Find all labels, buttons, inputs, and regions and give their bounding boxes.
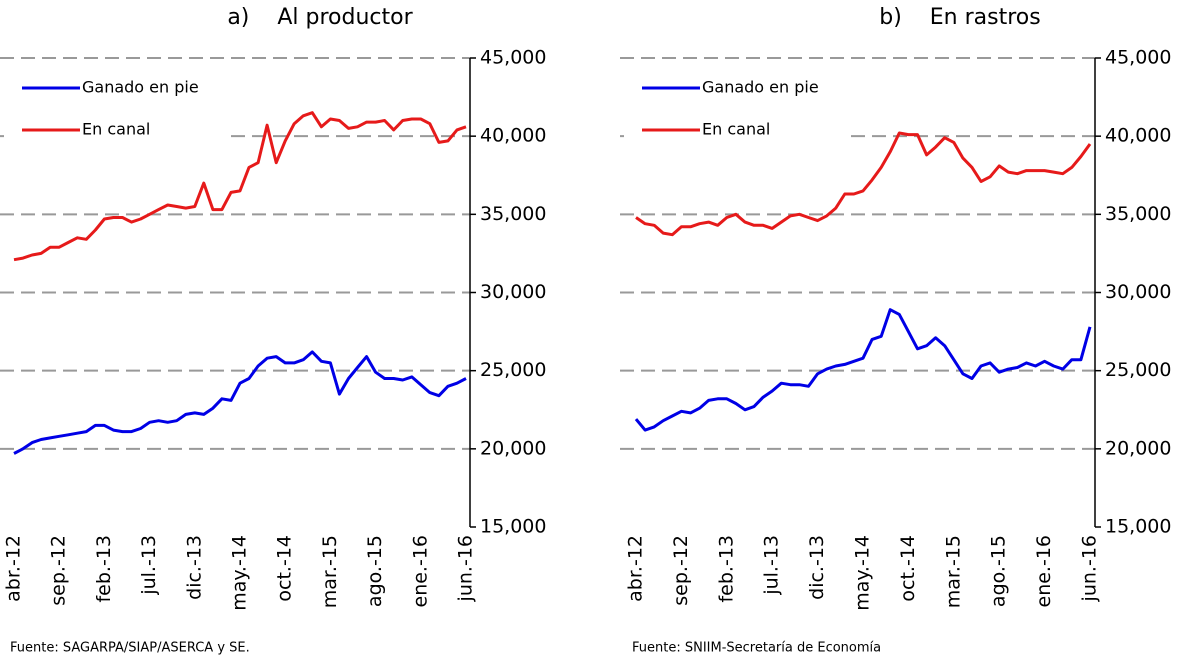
chart-title: a) Al productor	[227, 5, 413, 30]
y-tick-label: 25,000	[480, 359, 546, 381]
legend-label: En canal	[702, 120, 770, 139]
y-tick-label: 30,000	[1105, 281, 1171, 303]
y-tick-label: 45,000	[480, 47, 546, 69]
y-tick-label: 20,000	[1105, 437, 1171, 459]
y-tick-label: 15,000	[480, 516, 546, 538]
source-note: Fuente: SNIIM-Secretaría de Economía	[632, 641, 881, 656]
data-line	[13, 111, 467, 262]
legend-label: En canal	[82, 120, 150, 139]
data-line	[13, 350, 467, 455]
x-tick-label: mar.-15	[319, 535, 341, 608]
legend-box	[624, 68, 844, 148]
x-tick-label: ene.-16	[409, 535, 431, 608]
x-tick-label: ago.-15	[364, 535, 386, 607]
y-tick-label: 20,000	[480, 437, 546, 459]
x-tick-label: may.-14	[229, 535, 251, 611]
x-tick-label: may.-14	[852, 535, 874, 611]
y-tick-label: 15,000	[1105, 516, 1171, 538]
x-tick-label: dic.-13	[183, 535, 205, 600]
y-tick-label: 25,000	[1105, 359, 1171, 381]
y-tick-label: 40,000	[480, 125, 546, 147]
x-tick-label: jul.-13	[761, 535, 783, 596]
chart-title: b) En rastros	[879, 5, 1040, 30]
x-tick-label: oct.-14	[897, 535, 919, 602]
x-tick-label: sep.-12	[48, 535, 70, 606]
x-tick-label: ene.-16	[1033, 535, 1055, 608]
y-tick-label: 35,000	[1105, 203, 1171, 225]
x-tick-label: abr.-12	[3, 535, 25, 602]
x-tick-label: mar.-15	[942, 535, 964, 608]
x-tick-label: feb.-13	[715, 535, 737, 603]
x-tick-label: jul.-13	[138, 535, 160, 596]
y-tick-label: 35,000	[480, 203, 546, 225]
x-tick-label: feb.-13	[93, 535, 115, 603]
x-tick-label: jun.-16	[1079, 535, 1101, 602]
legend-label: Ganado en pie	[702, 78, 819, 97]
x-tick-label: ago.-15	[988, 535, 1010, 607]
x-tick-label: oct.-14	[274, 535, 296, 602]
y-tick-label: 30,000	[480, 281, 546, 303]
y-tick-label: 45,000	[1105, 47, 1171, 69]
legend-box	[4, 68, 224, 148]
data-line	[635, 131, 1092, 237]
data-line	[634, 308, 1092, 432]
x-tick-label: dic.-13	[806, 535, 828, 600]
x-tick-label: abr.-12	[625, 535, 647, 602]
source-note: Fuente: SAGARPA/SIAP/ASERCA y SE.	[10, 641, 250, 656]
legend-label: Ganado en pie	[82, 78, 199, 97]
x-tick-label: sep.-12	[670, 535, 692, 606]
x-tick-label: jun.-16	[455, 535, 477, 602]
y-tick-label: 40,000	[1105, 125, 1171, 147]
